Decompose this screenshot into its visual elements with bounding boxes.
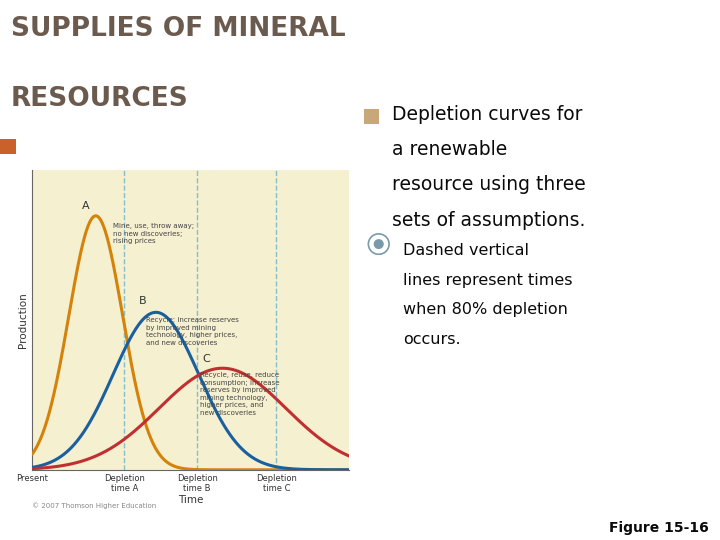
Text: lines represent times: lines represent times xyxy=(403,273,572,288)
Text: Dashed vertical: Dashed vertical xyxy=(403,243,529,258)
Text: a renewable: a renewable xyxy=(392,140,508,159)
Text: B: B xyxy=(138,296,146,306)
Text: sets of assumptions.: sets of assumptions. xyxy=(392,211,586,229)
Text: Mine, use, throw away;
no new discoveries;
rising prices: Mine, use, throw away; no new discoverie… xyxy=(113,224,194,245)
Bar xyxy=(0,139,16,154)
Text: Recycle, reuse, reduce
consumption; increase
reserves by improved
mining technol: Recycle, reuse, reduce consumption; incr… xyxy=(200,372,280,415)
Text: resource using three: resource using three xyxy=(392,176,586,194)
Y-axis label: Production: Production xyxy=(18,292,28,348)
Circle shape xyxy=(369,234,389,254)
Text: C: C xyxy=(202,354,210,364)
Text: RESOURCES: RESOURCES xyxy=(11,86,189,112)
Text: when 80% depletion: when 80% depletion xyxy=(403,302,568,318)
Text: Recycle; increase reserves
by improved mining
technology, higher prices,
and new: Recycle; increase reserves by improved m… xyxy=(146,318,239,346)
Text: occurs.: occurs. xyxy=(403,332,461,347)
Text: Depletion curves for: Depletion curves for xyxy=(392,105,583,124)
Text: A: A xyxy=(81,201,89,211)
Text: SUPPLIES OF MINERAL: SUPPLIES OF MINERAL xyxy=(11,16,346,42)
X-axis label: Time: Time xyxy=(178,495,204,505)
Text: © 2007 Thomson Higher Education: © 2007 Thomson Higher Education xyxy=(32,502,157,509)
Text: Figure 15-16: Figure 15-16 xyxy=(609,521,709,535)
Circle shape xyxy=(374,239,384,249)
